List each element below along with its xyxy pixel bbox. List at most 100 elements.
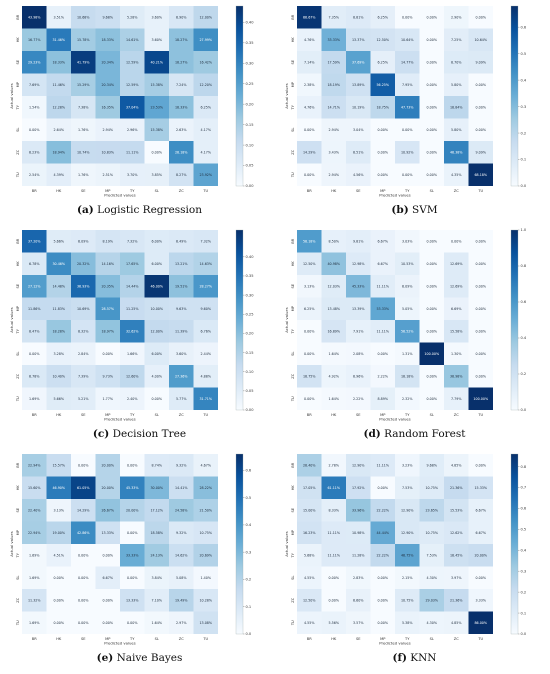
heatmap-cell <box>370 611 395 634</box>
heatmap-cell <box>169 252 194 275</box>
heatmap-cell <box>120 73 145 96</box>
heatmap-cell <box>95 230 120 253</box>
y-tick-label: SL <box>16 576 20 580</box>
cell-label: 7.91% <box>353 329 363 333</box>
heatmap-cell <box>144 454 169 477</box>
heatmap-cell <box>321 230 346 253</box>
cell-label: 8.50% <box>329 239 339 243</box>
heatmap-cell <box>193 96 218 119</box>
heatmap-cell <box>419 544 444 567</box>
heatmap-cell <box>444 476 469 499</box>
cell-label: 14.29% <box>77 508 90 512</box>
cell-label: 14.62% <box>175 553 188 557</box>
cell-label: 0.00% <box>476 463 486 467</box>
heatmap-cell <box>144 566 169 589</box>
colorbar-tick-label: 0.25 <box>246 82 254 86</box>
heatmap-cell <box>346 275 371 298</box>
heatmap-cell <box>395 73 420 96</box>
cell-label: 28.57% <box>101 307 114 311</box>
colorbar-tick-label: 0.25 <box>246 312 254 316</box>
heatmap-cell <box>395 297 420 320</box>
heatmap-cell <box>71 252 96 275</box>
cell-label: 4.85% <box>451 463 461 467</box>
cell-label: 10.40% <box>52 374 65 378</box>
cell-label: 20.34% <box>101 60 114 64</box>
cell-label: 24.58% <box>175 508 188 512</box>
cell-label: 4.76% <box>304 38 314 42</box>
cell-label: 0.00% <box>427 60 437 64</box>
heatmap-cell <box>120 51 145 74</box>
heatmap-cell <box>193 589 218 612</box>
cell-label: 0.00% <box>402 128 412 132</box>
cell-label: 15.38% <box>150 83 163 87</box>
heatmap-cell <box>144 118 169 141</box>
cell-label: 27.99% <box>199 38 212 42</box>
cell-label: 13.48% <box>327 307 340 311</box>
heatmap-cell <box>395 320 420 343</box>
cell-label: 20.32% <box>77 262 90 266</box>
y-tick-label: BR <box>291 14 295 19</box>
cell-label: 2.15% <box>402 576 412 580</box>
heatmap-cell <box>444 141 469 164</box>
heatmap-cell <box>321 73 346 96</box>
x-tick-label: MP <box>105 637 111 641</box>
y-tick-label: HK <box>16 485 20 491</box>
cell-label: 0.00% <box>127 531 137 535</box>
x-tick-label: BR <box>307 413 312 417</box>
cell-label: 12.03% <box>327 284 340 288</box>
cell-label: 23.53% <box>150 105 163 109</box>
colorbar <box>510 229 519 411</box>
cell-label: 12.28% <box>52 105 65 109</box>
cell-label: 2.90% <box>451 15 461 19</box>
colorbar-tick-label: 0.00 <box>246 408 255 412</box>
cell-label: 14.16% <box>101 262 114 266</box>
cell-label: 40.98% <box>327 262 340 266</box>
cell-label: 5.28% <box>127 15 137 19</box>
heatmap-cell <box>71 589 96 612</box>
heatmap-cell <box>468 28 493 51</box>
x-tick-label: TU <box>202 413 208 417</box>
heatmap-cell <box>22 476 47 499</box>
heatmap-cell <box>144 275 169 298</box>
cell-label: 16.42% <box>199 60 212 64</box>
y-tick-label: TU <box>291 172 295 178</box>
cell-label: 12.20% <box>199 83 212 87</box>
cell-label: 18.33% <box>175 105 188 109</box>
heatmap-cell <box>321 96 346 119</box>
heatmap-cell <box>395 28 420 51</box>
heatmap-cell <box>468 454 493 477</box>
y-tick-label: SE <box>16 283 20 288</box>
cell-label: 3.51% <box>54 15 64 19</box>
cell-label: 6.00% <box>152 239 162 243</box>
cell-label: 15.38% <box>150 128 163 132</box>
heatmap-cell <box>395 544 420 567</box>
colorbar-tick-label: 0.1 <box>521 611 527 615</box>
x-tick-label: BR <box>32 413 37 417</box>
cell-label: 2.54% <box>29 173 39 177</box>
cell-label: 0.00% <box>103 553 113 557</box>
cell-label: 33.33% <box>126 553 139 557</box>
heatmap-cell <box>120 275 145 298</box>
cell-label: 22.22% <box>376 553 389 557</box>
heatmap-cell <box>419 28 444 51</box>
heatmap-cell <box>419 141 444 164</box>
cell-label: 3.60% <box>152 15 162 19</box>
heatmap-cell <box>321 342 346 365</box>
y-tick-label: SL <box>291 576 295 580</box>
cell-label: 3.28% <box>54 352 64 356</box>
heatmap-cell <box>444 342 469 365</box>
cell-label: 9.32% <box>176 531 186 535</box>
heatmap-cell <box>193 544 218 567</box>
cell-label: 13.33% <box>101 531 114 535</box>
heatmap-cell <box>144 499 169 522</box>
cell-label: 3.85% <box>152 173 162 177</box>
x-axis-label: Predicted values <box>104 641 135 646</box>
y-tick-label: TY <box>291 328 295 334</box>
heatmap-cell <box>444 589 469 612</box>
heatmap-cell <box>468 499 493 522</box>
cell-label: 13.39% <box>352 307 365 311</box>
cell-label: 0.00% <box>127 463 137 467</box>
cell-label: 12.98% <box>352 262 365 266</box>
cell-label: 10.75% <box>425 531 438 535</box>
heatmap-cell <box>346 6 371 29</box>
